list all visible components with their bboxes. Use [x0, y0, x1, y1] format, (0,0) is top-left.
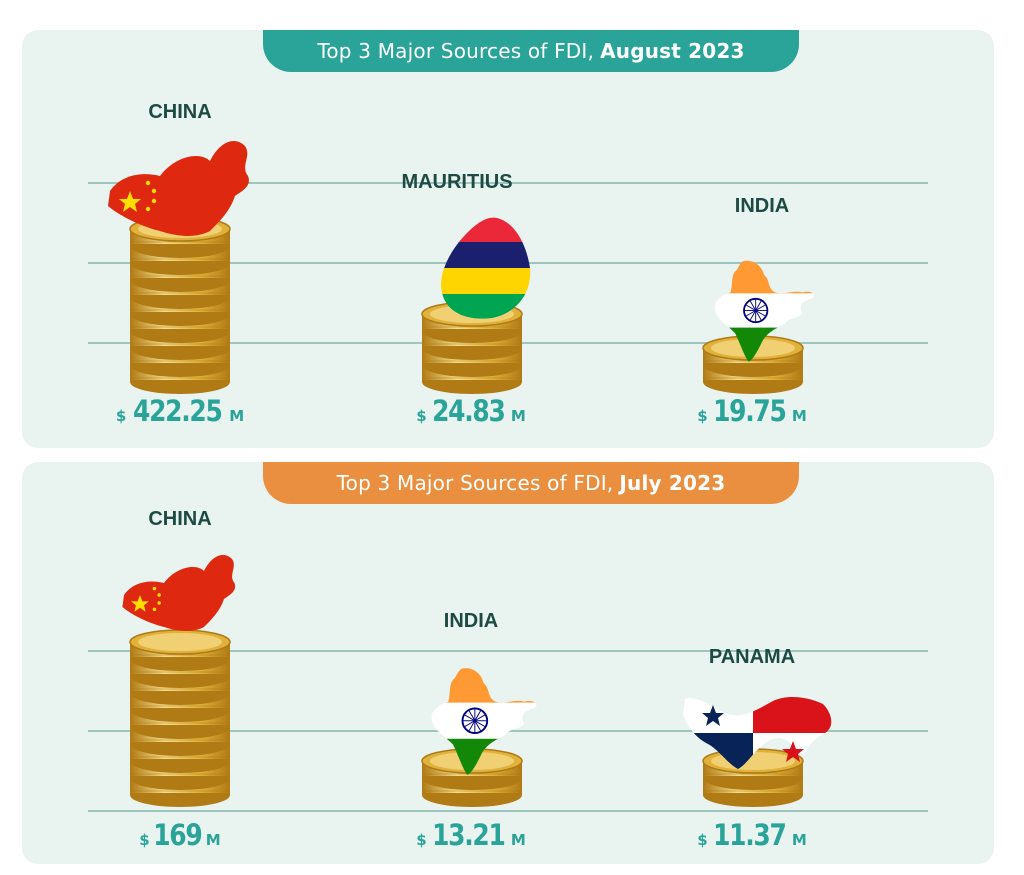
mauritius-flag-icon — [441, 217, 531, 319]
jul-label-panama: PANAMA — [708, 646, 796, 668]
jul-value-india: $13.21 M — [416, 818, 526, 852]
august-banner-period: August 2023 — [600, 39, 745, 63]
gridline — [88, 650, 928, 652]
gridline — [88, 182, 928, 184]
july-banner-prefix: Top 3 Major Sources of FDI, — [336, 471, 614, 495]
jul-label-india: INDIA — [443, 610, 499, 632]
coin-stack-india-aug — [702, 335, 804, 394]
august-banner: Top 3 Major Sources of FDI, August 2023 — [263, 30, 799, 72]
coin-stack-china-jul — [129, 629, 231, 807]
aug-value-india: $19.75 M — [697, 394, 807, 428]
august-banner-prefix: Top 3 Major Sources of FDI, — [317, 39, 595, 63]
july-banner: Top 3 Major Sources of FDI, July 2023 — [263, 462, 799, 504]
jul-label-china: CHINA — [148, 508, 212, 530]
coin-stack-mauritius-aug — [421, 301, 523, 394]
aug-value-china: $422.25 M — [115, 394, 245, 428]
coin-stack-panama-jul — [702, 748, 804, 807]
july-banner-period: July 2023 — [619, 471, 726, 495]
china-flag-icon — [122, 555, 236, 631]
aug-label-india: INDIA — [734, 195, 790, 217]
china-flag-icon — [108, 141, 249, 236]
aug-label-china: CHINA — [148, 101, 212, 123]
jul-value-china: $169 M — [139, 818, 221, 852]
gridline — [88, 810, 928, 812]
coin-stack-china-aug — [129, 216, 231, 394]
aug-value-mauritius: $24.83 M — [416, 394, 526, 428]
jul-value-panama: $11.37 M — [697, 818, 807, 852]
aug-label-mauritius: MAURITIUS — [401, 171, 513, 193]
